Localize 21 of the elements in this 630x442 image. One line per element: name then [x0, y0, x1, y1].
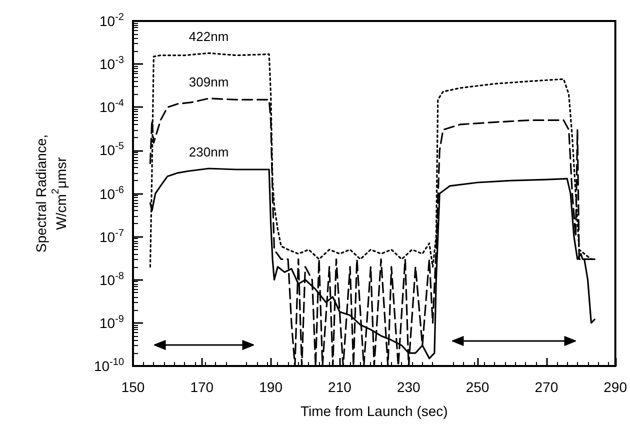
x-tick-label: 290: [604, 379, 628, 395]
x-tick-label: 270: [534, 379, 558, 395]
y-tick-label: 10$^{-6}$: [100, 184, 124, 202]
x-tick-label: 250: [466, 379, 490, 395]
series-label: 230nm: [188, 144, 229, 160]
y-tick-label: 10$^{-5}$: [100, 141, 124, 160]
y-tick-label: 10$^{-2}$: [100, 12, 124, 30]
y-tick-label: 10$^{-3}$: [100, 55, 124, 74]
y-tick-label: 10$^{-8}$: [100, 270, 124, 289]
y-tick-label: 10$^{-4}$: [100, 98, 124, 116]
series-label: 309nm: [188, 74, 229, 90]
x-axis-title: Time from Launch (sec): [300, 403, 448, 419]
x-tick-label: 170: [190, 379, 214, 395]
x-tick-label: 190: [259, 379, 283, 395]
x-tick-label: 230: [396, 379, 421, 395]
y-tick-label: 10$^{-10}$: [94, 357, 124, 375]
x-tick-label: 150: [121, 379, 145, 395]
series-label: 422nm: [188, 29, 229, 44]
y-tick-label: 10$^{-9}$: [100, 314, 124, 332]
x-tick-label: 210: [328, 379, 352, 395]
y-tick-label: 10$^{-7}$: [100, 228, 124, 246]
